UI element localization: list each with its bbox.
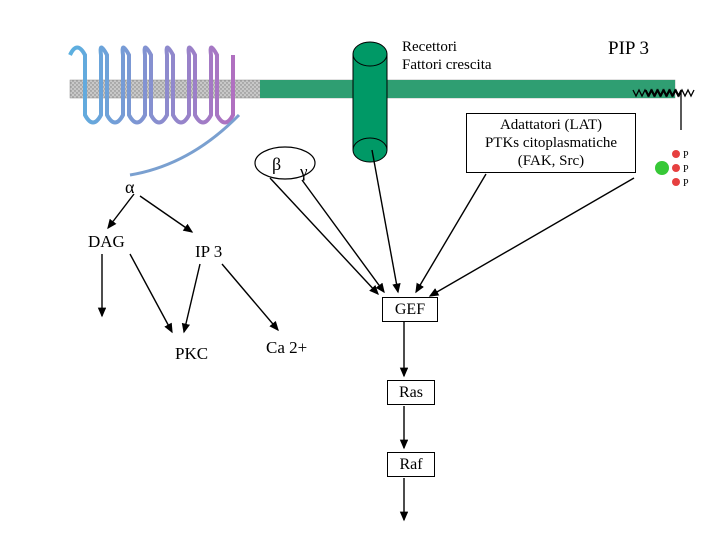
arrow-receptor-to-gef [372, 150, 398, 292]
arrow-ip3-to-ca2 [222, 264, 278, 330]
label-ip3: IP 3 [195, 242, 222, 262]
receptor-bottom [353, 138, 387, 162]
box-raf: Raf [387, 452, 435, 477]
pip3-p-label: P [683, 178, 689, 189]
label-alpha: α [125, 177, 134, 198]
box-adattatori-line3: (FAK, Src) [471, 152, 631, 170]
arrow-adattatori-to-gef [416, 174, 486, 292]
pip3-phosphate [672, 150, 680, 158]
arrow-ip3-to-pkc [184, 264, 200, 332]
arrow-gamma-to-gef [302, 180, 384, 292]
arrow-dag-to-pkc [130, 254, 172, 332]
membrane-green [260, 80, 675, 98]
diagram-svg: PPP [0, 0, 720, 540]
box-adattatori: Adattatori (LAT) PTKs citoplasmatiche (F… [466, 113, 636, 173]
label-pip3: PIP 3 [608, 38, 649, 60]
arrow-alpha-to-ip3 [140, 196, 192, 232]
arrow-pip3-to-gef [430, 178, 634, 296]
arrow-beta-to-gef [270, 178, 378, 294]
box-gef: GEF [382, 297, 438, 322]
box-adattatori-line2: PTKs citoplasmatiche [471, 134, 631, 152]
label-ca2: Ca 2+ [266, 338, 307, 358]
receptor-top [353, 42, 387, 66]
pip3-phosphate [672, 178, 680, 186]
box-ras: Ras [387, 380, 435, 405]
label-fattori: Fattori crescita [402, 57, 492, 74]
pip3-p-label: P [683, 164, 689, 175]
label-gamma: γ [300, 162, 308, 182]
pip3-head [655, 161, 669, 175]
arrow-alpha-to-dag [108, 194, 134, 228]
label-pkc: PKC [175, 344, 208, 364]
receptor-body [353, 54, 387, 150]
pip3-phosphate [672, 164, 680, 172]
label-beta: β [272, 154, 281, 175]
label-dag: DAG [88, 232, 125, 252]
label-recettori: Recettori [402, 39, 457, 56]
box-adattatori-line1: Adattatori (LAT) [471, 116, 631, 134]
pip3-p-label: P [683, 150, 689, 161]
